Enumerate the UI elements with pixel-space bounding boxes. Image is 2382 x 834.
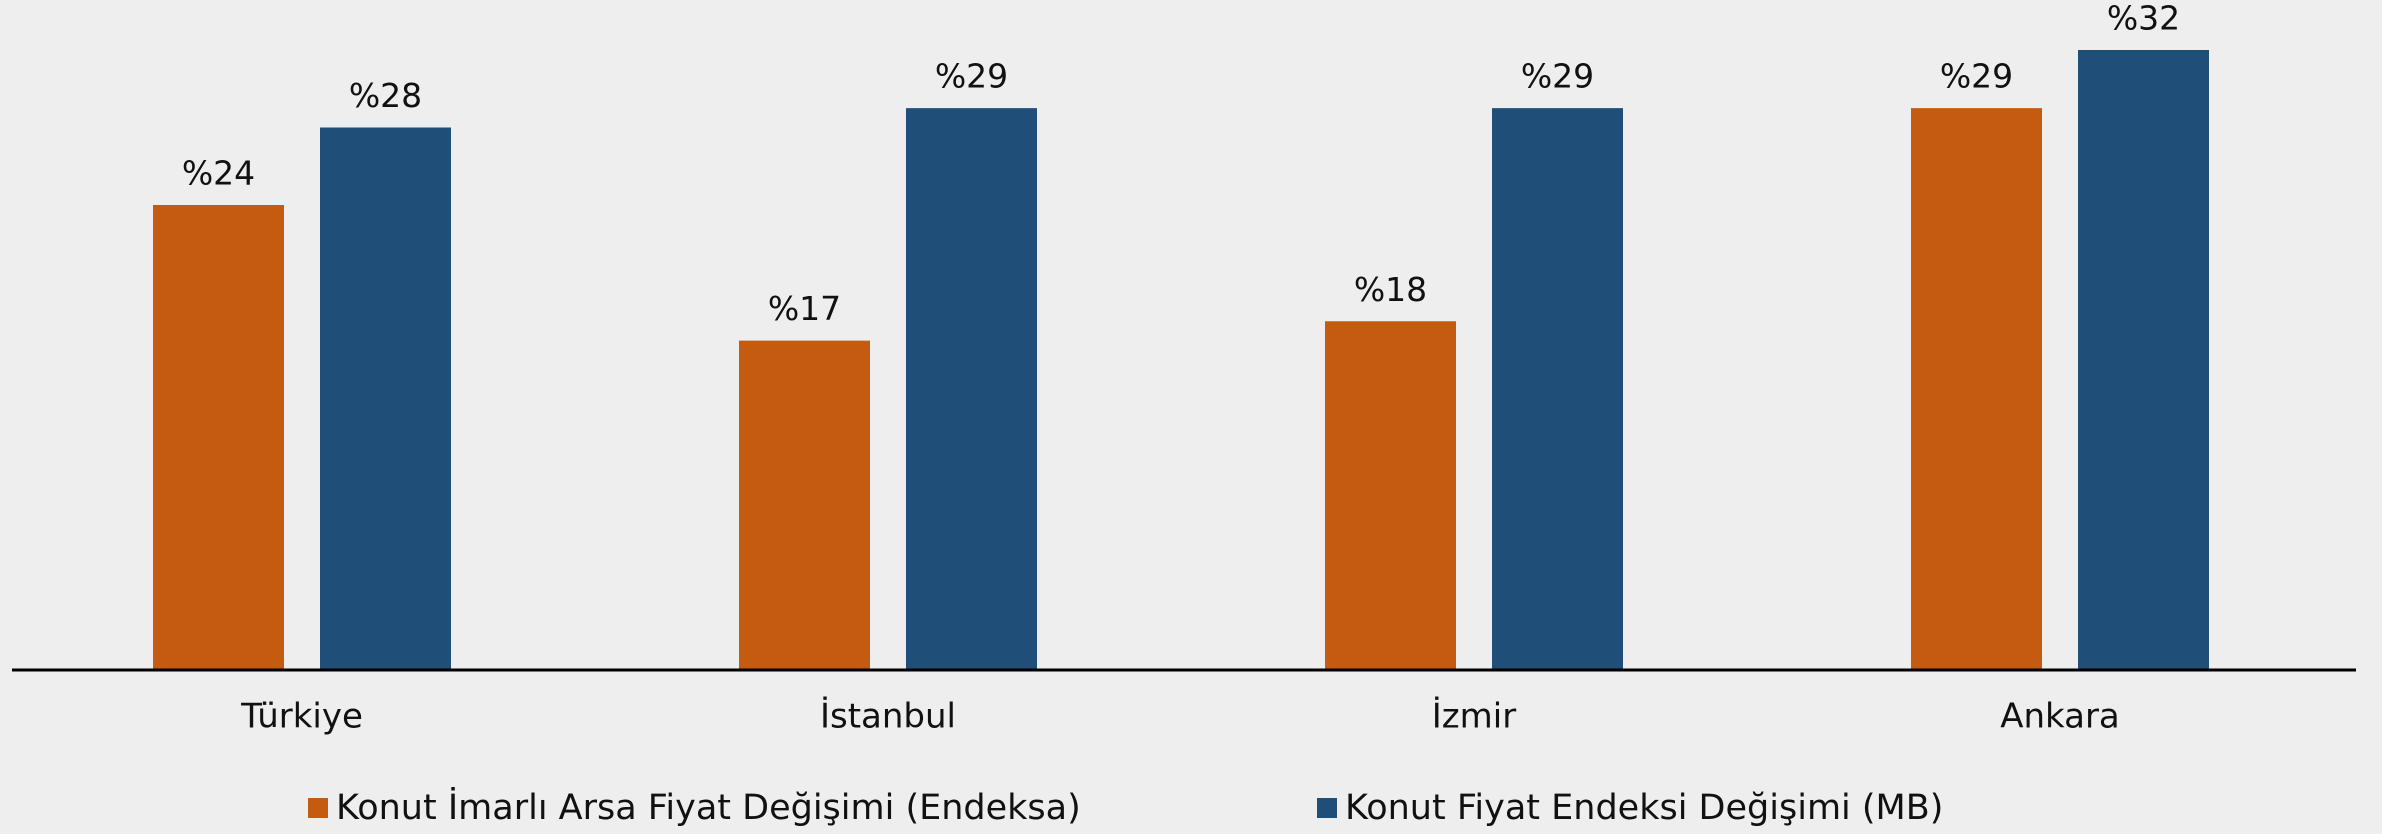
legend-swatch — [1317, 798, 1337, 818]
x-tick-label: Ankara — [2000, 697, 2120, 737]
bar — [739, 340, 870, 670]
bar — [2078, 50, 2209, 670]
data-label: %32 — [2107, 0, 2180, 38]
bar — [320, 127, 451, 670]
data-label: %17 — [768, 289, 841, 328]
x-tick-label: Türkiye — [240, 697, 363, 737]
x-tick-label: İstanbul — [820, 697, 956, 737]
data-label: %29 — [1521, 57, 1594, 96]
x-tick-label: İzmir — [1432, 697, 1516, 737]
legend-label: Konut Fiyat Endeksi Değişimi (MB) — [1345, 788, 1943, 828]
bar — [153, 205, 284, 670]
legend-label: Konut İmarlı Arsa Fiyat Değişimi (Endeks… — [336, 786, 1081, 828]
bar — [1492, 108, 1623, 670]
data-label: %29 — [935, 57, 1008, 96]
data-label: %24 — [182, 154, 255, 193]
legend-swatch — [308, 798, 328, 818]
data-label: %18 — [1354, 270, 1427, 309]
bar — [1911, 108, 2042, 670]
data-label: %29 — [1940, 57, 2013, 96]
data-label: %28 — [349, 76, 422, 115]
bar — [906, 108, 1037, 670]
bar — [1325, 321, 1456, 670]
